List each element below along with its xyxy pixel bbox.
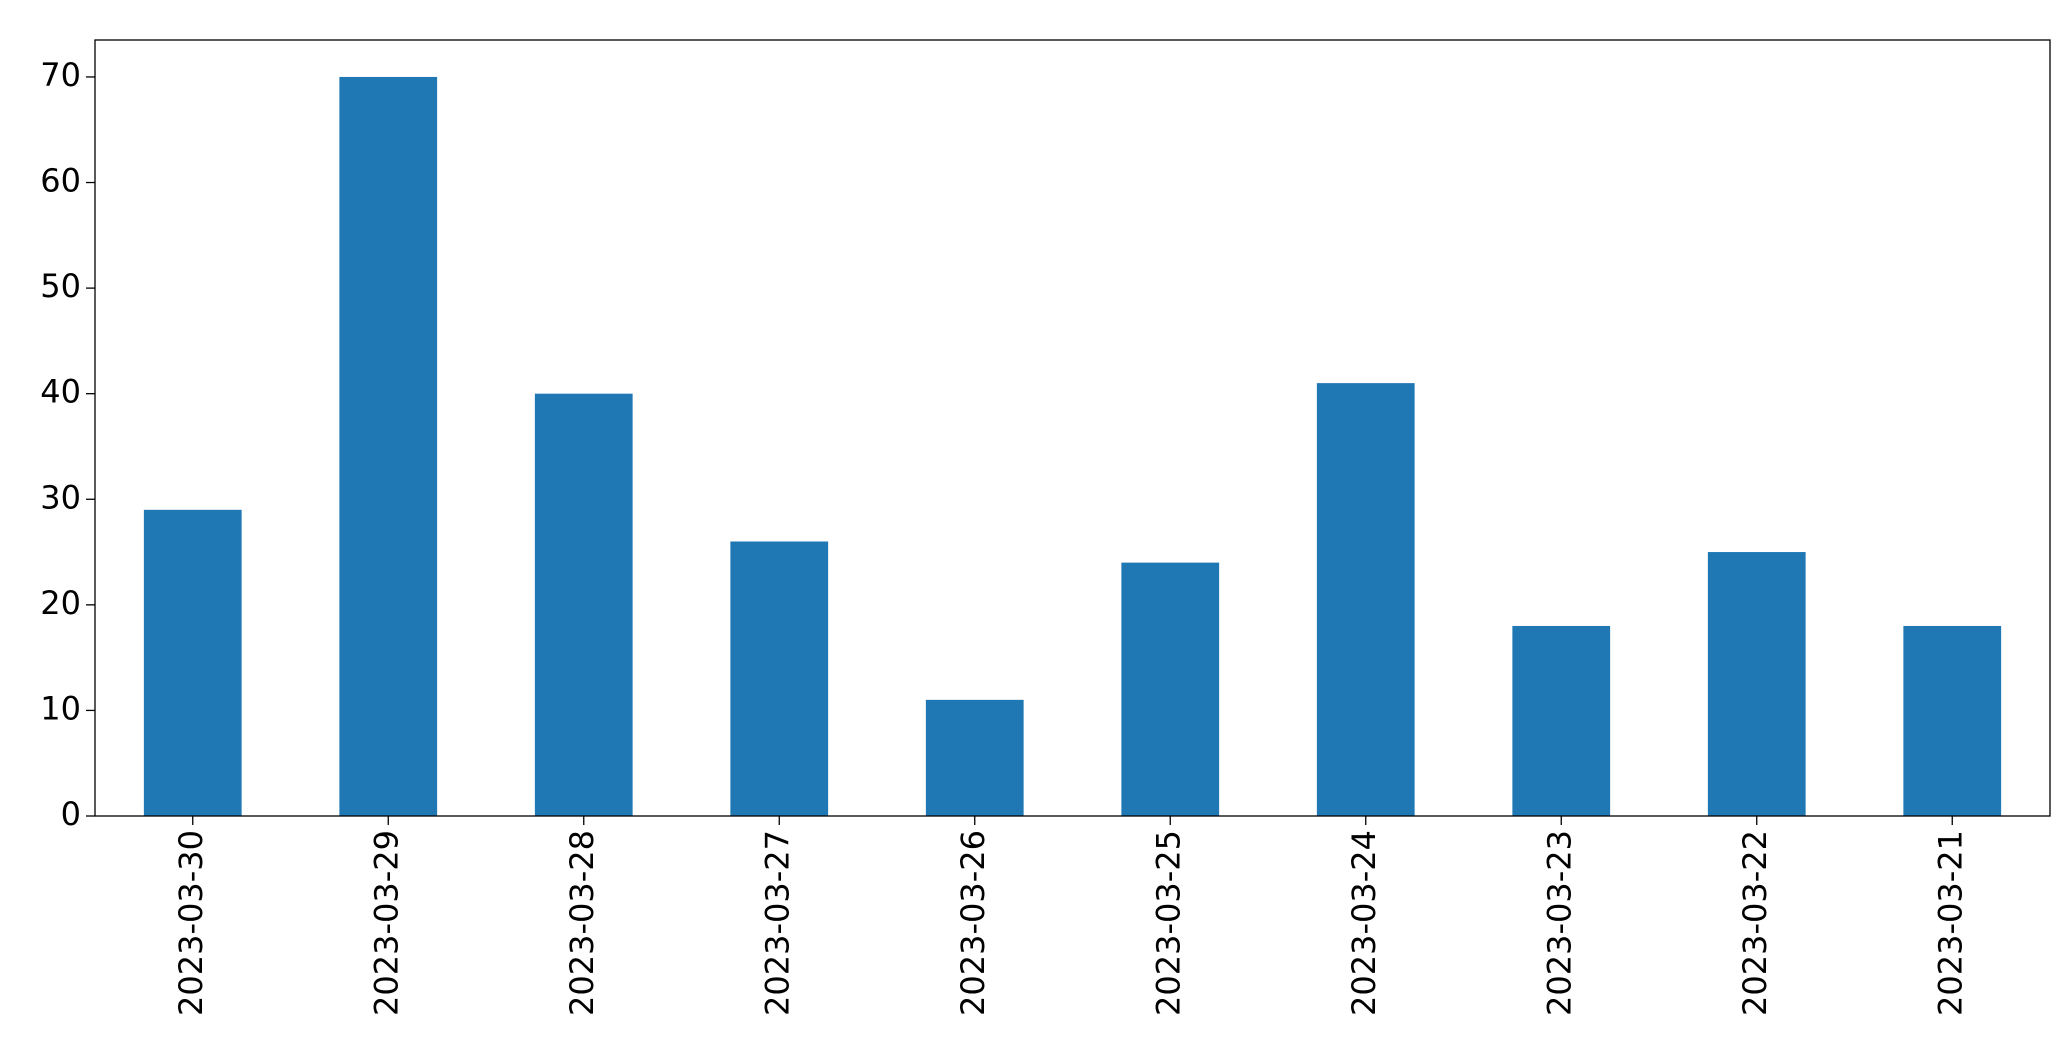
bar <box>339 76 438 816</box>
bar <box>1707 552 1806 816</box>
x-tick-label: 2023-03-26 <box>954 830 992 1016</box>
y-tick-label: 10 <box>40 689 81 727</box>
y-tick-label: 50 <box>40 267 81 305</box>
y-tick-label: 30 <box>40 478 81 516</box>
x-tick-label: 2023-03-25 <box>1149 830 1187 1016</box>
y-tick-label: 0 <box>61 795 81 833</box>
y-tick-label: 60 <box>40 162 81 200</box>
x-tick-label: 2023-03-24 <box>1345 830 1383 1016</box>
y-tick-label: 40 <box>40 373 81 411</box>
bar <box>1121 562 1220 816</box>
x-tick-label: 2023-03-21 <box>1931 830 1969 1016</box>
bar <box>730 541 829 816</box>
bar <box>925 699 1024 816</box>
x-tick-label: 2023-03-28 <box>563 830 601 1016</box>
x-tick-label: 2023-03-23 <box>1540 830 1578 1016</box>
x-tick-label: 2023-03-27 <box>758 830 796 1016</box>
y-tick-label: 70 <box>40 56 81 94</box>
x-tick-label: 2023-03-22 <box>1736 830 1774 1016</box>
bar <box>1512 625 1611 816</box>
bar <box>534 393 633 816</box>
x-tick-label: 2023-03-30 <box>172 830 210 1016</box>
x-tick-label: 2023-03-29 <box>367 830 405 1016</box>
bar <box>143 509 242 816</box>
y-tick-label: 20 <box>40 584 81 622</box>
plot-frame <box>94 39 2051 817</box>
bar <box>1316 383 1415 816</box>
bar <box>1903 625 2002 816</box>
